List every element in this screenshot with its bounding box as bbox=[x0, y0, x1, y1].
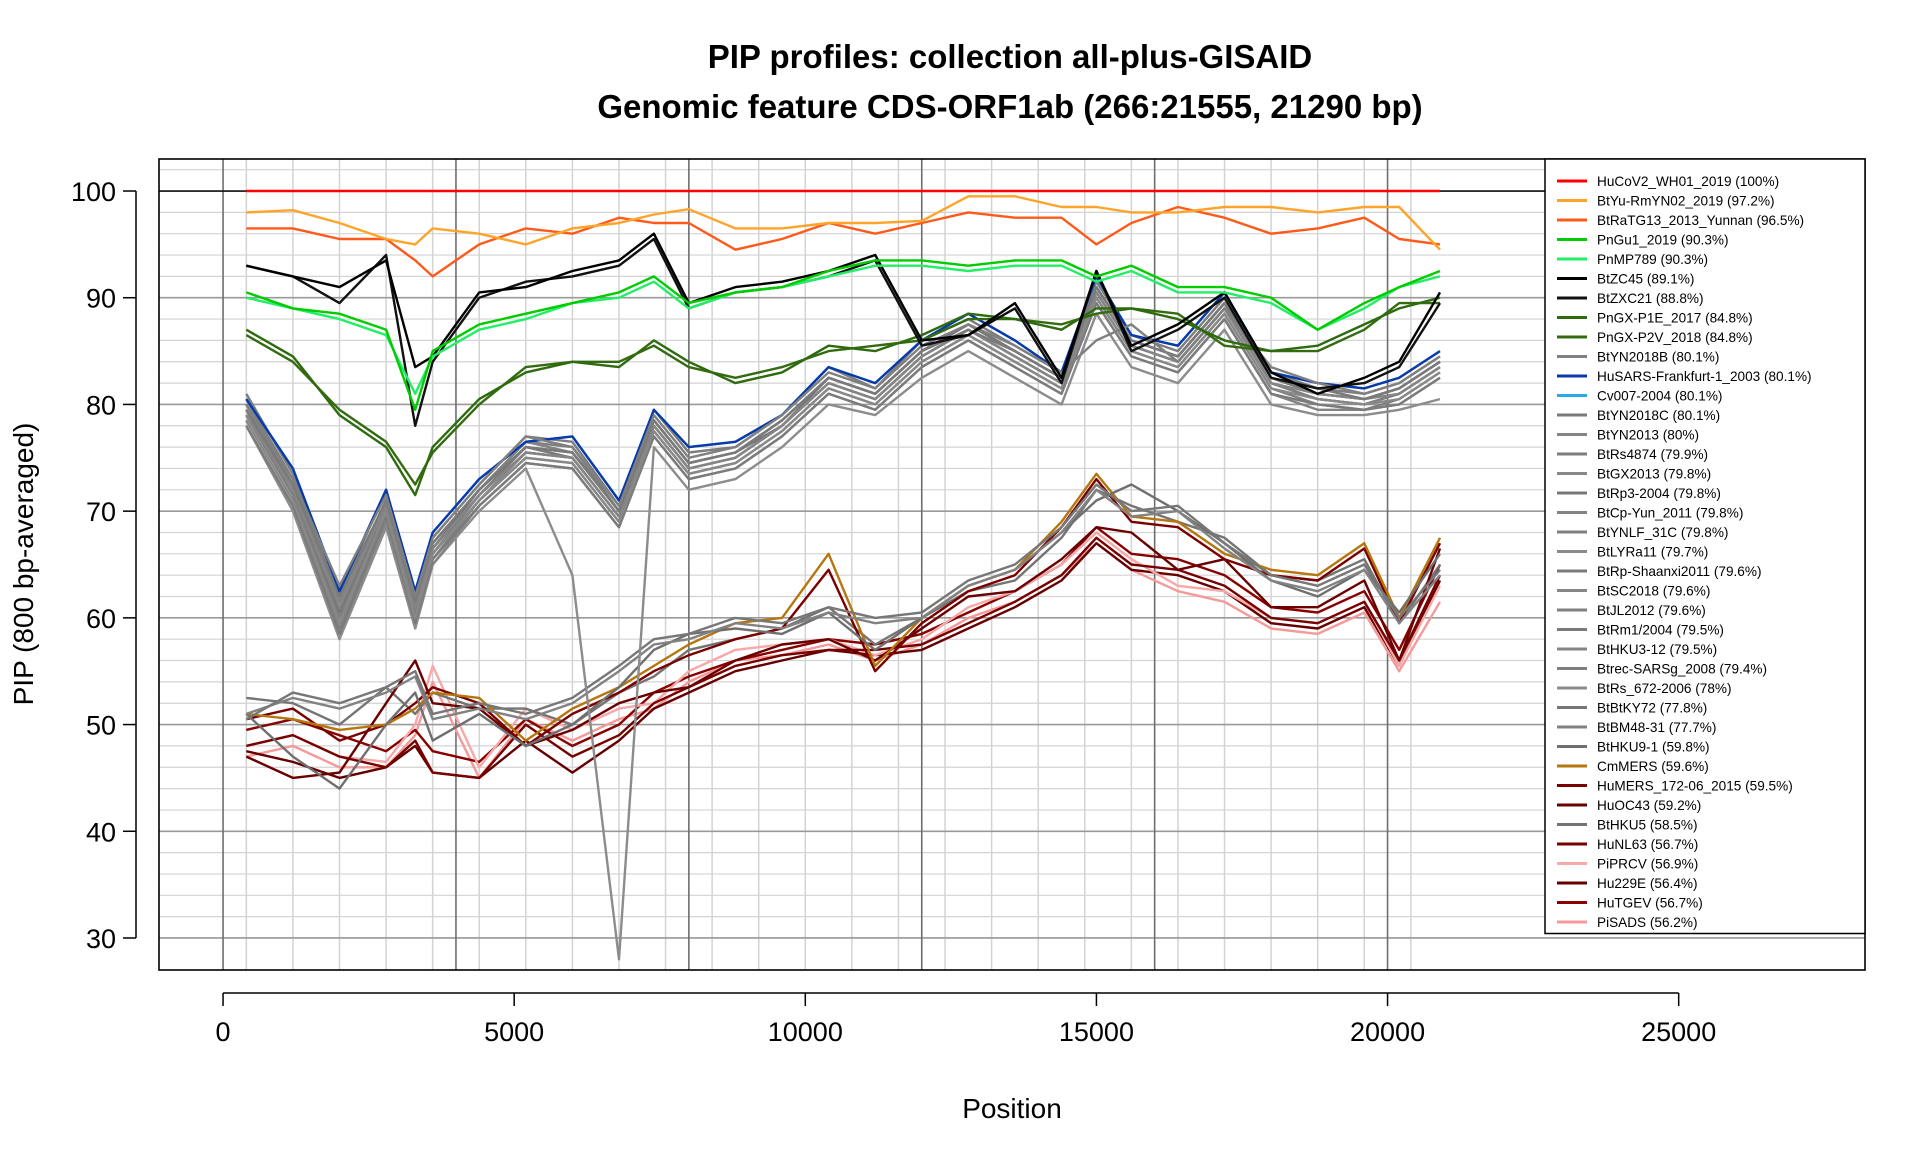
legend-entry: PiSADS (56.2%) bbox=[1597, 915, 1697, 930]
x-tick-label: 0 bbox=[216, 1017, 231, 1047]
legend-entry: BtZC45 (89.1%) bbox=[1597, 272, 1694, 287]
legend-entry: BtYN2018B (80.1%) bbox=[1597, 350, 1719, 365]
legend-entry: HuSARS-Frankfurt-1_2003 (80.1%) bbox=[1597, 369, 1812, 384]
series-line-pngu1-2019 bbox=[245, 259, 1441, 411]
chart-title: PIP profiles: collection all-plus-GISAID bbox=[708, 38, 1313, 75]
legend-entry: HuOC43 (59.2%) bbox=[1597, 798, 1701, 813]
y-axis: 30 40 50 60 70 80 90 100 bbox=[71, 177, 137, 954]
legend-entry: BtYu-RmYN02_2019 (97.2%) bbox=[1597, 194, 1775, 209]
x-tick-label: 20000 bbox=[1350, 1017, 1425, 1047]
legend-entry: BtSC2018 (79.6%) bbox=[1597, 584, 1710, 599]
legend-entry: PnGX-P1E_2017 (84.8%) bbox=[1597, 311, 1753, 326]
series-line-btbm48-31 bbox=[245, 488, 1441, 721]
legend-entry: BtHKU9-1 (59.8%) bbox=[1597, 740, 1710, 755]
legend-entry: PiPRCV (56.9%) bbox=[1597, 857, 1698, 872]
y-tick-label: 70 bbox=[86, 497, 116, 527]
legend-entry: BtYN2013 (80%) bbox=[1597, 428, 1699, 443]
legend-entry: BtRp-Shaanxi2011 (79.6%) bbox=[1597, 564, 1761, 579]
series-line-hunl63 bbox=[246, 536, 1442, 780]
series-line-cv007-2004 bbox=[245, 275, 1441, 593]
legend-entry: BtYN2018C (80.1%) bbox=[1597, 408, 1720, 423]
legend-entry: BtRaTG13_2013_Yunnan (96.5%) bbox=[1597, 213, 1804, 228]
legend-entry: BtRs4874 (79.9%) bbox=[1597, 447, 1708, 462]
legend-entry: BtRp3-2004 (79.8%) bbox=[1597, 486, 1721, 501]
x-tick-label: 25000 bbox=[1641, 1017, 1716, 1047]
y-tick-label: 100 bbox=[71, 177, 116, 207]
series-line-pngx-p1e-2017 bbox=[245, 296, 1441, 497]
series-lines bbox=[245, 189, 1442, 961]
series-line-btyu-rmyn02-2019 bbox=[246, 195, 1441, 251]
series-line-btgx2013 bbox=[245, 296, 1441, 625]
legend-entry: PnMP789 (90.3%) bbox=[1597, 252, 1708, 267]
legend-entry: Btrec-SARSg_2008 (79.4%) bbox=[1597, 662, 1767, 677]
legend-entry: HuCoV2_WH01_2019 (100%) bbox=[1597, 174, 1779, 189]
x-axis-label: Position bbox=[962, 1093, 1062, 1124]
y-tick-label: 60 bbox=[86, 604, 116, 634]
legend-entry: BtLYRa11 (79.7%) bbox=[1597, 545, 1708, 560]
series-line-btyn2018b bbox=[245, 307, 1441, 598]
series-line-husars-frankfurt-1-2003 bbox=[245, 275, 1441, 593]
y-tick-label: 90 bbox=[86, 284, 116, 314]
x-tick-label: 15000 bbox=[1059, 1017, 1134, 1047]
x-tick-label: 10000 bbox=[768, 1017, 843, 1047]
y-tick-label: 80 bbox=[86, 390, 116, 420]
legend-entry: BtRm1/2004 (79.5%) bbox=[1597, 623, 1724, 638]
legend-entry: CmMERS (59.6%) bbox=[1597, 759, 1709, 774]
legend-entry: BtHKU3-12 (79.5%) bbox=[1597, 642, 1717, 657]
series-line-btyn2013 bbox=[245, 291, 1441, 609]
y-tick-label: 40 bbox=[86, 817, 116, 847]
x-axis: 0 5000 10000 15000 20000 25000 bbox=[216, 992, 1716, 1047]
legend-entry: BtHKU5 (58.5%) bbox=[1597, 818, 1697, 833]
series-line-btrs4874 bbox=[245, 280, 1441, 598]
legend-entry: BtYNLF_31C (79.8%) bbox=[1597, 525, 1728, 540]
x-tick-label: 5000 bbox=[484, 1017, 544, 1047]
legend-entry: BtZXC21 (88.8%) bbox=[1597, 291, 1704, 306]
legend: HuCoV2_WH01_2019 (100%) BtYu-RmYN02_2019 … bbox=[1544, 158, 1866, 935]
legend-entry: Cv007-2004 (80.1%) bbox=[1597, 389, 1722, 404]
legend-entry: BtCp-Yun_2011 (79.8%) bbox=[1597, 506, 1743, 521]
series-line-btrs-672-2006 bbox=[245, 312, 1441, 961]
legend-box bbox=[1544, 158, 1866, 935]
chart-subtitle: Genomic feature CDS-ORF1ab (266:21555, 2… bbox=[597, 88, 1422, 125]
legend-entry: BtBM48-31 (77.7%) bbox=[1597, 720, 1716, 735]
series-line-huoc43 bbox=[245, 526, 1442, 780]
legend-entry: BtRs_672-2006 (78%) bbox=[1597, 681, 1732, 696]
legend-entry: BtGX2013 (79.8%) bbox=[1597, 467, 1711, 482]
legend-entry: Hu229E (56.4%) bbox=[1597, 876, 1698, 891]
y-axis-label: PIP (800 bp-averaged) bbox=[8, 423, 39, 706]
legend-entry: PnGu1_2019 (90.3%) bbox=[1597, 233, 1729, 248]
legend-entry: HuNL63 (56.7%) bbox=[1597, 837, 1698, 852]
legend-entry: HuMERS_172-06_2015 (59.5%) bbox=[1597, 779, 1793, 794]
legend-entry: BtJL2012 (79.6%) bbox=[1597, 603, 1706, 618]
series-line-btbtky72 bbox=[245, 483, 1441, 721]
y-tick-label: 30 bbox=[86, 924, 116, 954]
legend-entry: BtBtKY72 (77.8%) bbox=[1597, 701, 1707, 716]
legend-entry: HuTGEV (56.7%) bbox=[1597, 896, 1703, 911]
series-line-humers-172-06-2015 bbox=[246, 477, 1442, 748]
legend-entry: PnGX-P2V_2018 (84.8%) bbox=[1597, 330, 1753, 345]
y-tick-label: 50 bbox=[86, 711, 116, 741]
